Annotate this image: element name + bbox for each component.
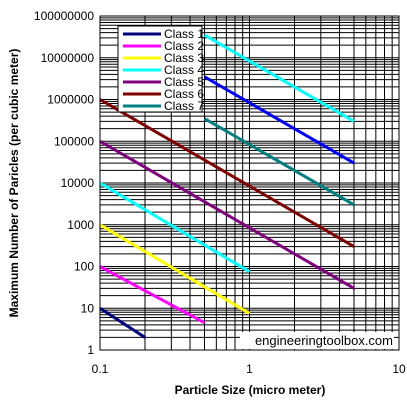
plot-frame	[99, 15, 400, 351]
grid-layer	[99, 16, 399, 351]
series-line	[99, 139, 355, 290]
legend-label: Class 5	[164, 75, 204, 89]
y-tick-label: 10000	[61, 176, 95, 190]
series-line	[99, 98, 355, 248]
x-axis-label: Particle Size (micro meter)	[175, 383, 326, 397]
series-layer	[99, 33, 355, 339]
legend-label: Class 4	[164, 63, 204, 77]
series-line	[99, 265, 206, 325]
series-line	[99, 223, 251, 315]
legend-label: Class 6	[164, 87, 204, 101]
legend-label: Class 1	[164, 27, 204, 41]
watermark-text: engineeringtoolbox.com	[255, 333, 393, 348]
x-tick-label: 10	[392, 362, 406, 376]
watermark-bg	[240, 332, 394, 349]
series-line	[203, 117, 355, 207]
watermark: engineeringtoolbox.com	[240, 332, 394, 349]
y-tick-label: 100000	[54, 134, 94, 148]
x-tick-label: 1	[246, 362, 253, 376]
y-tick-label: 100000000	[34, 9, 94, 23]
y-axis-label: Maximum Number of Paricles (per cubic me…	[7, 49, 21, 318]
series-line	[99, 181, 251, 274]
y-tick-label: 1	[87, 343, 94, 357]
series-line	[203, 33, 355, 123]
series-line	[99, 306, 146, 339]
series-line	[203, 75, 355, 165]
y-tick-label: 100	[74, 260, 94, 274]
y-tick-label: 10000000	[41, 51, 95, 65]
x-tick-label: 0.1	[92, 362, 109, 376]
legend-label: Class 3	[164, 51, 204, 65]
legend-label: Class 2	[164, 39, 204, 53]
y-tick-label: 1000	[67, 218, 94, 232]
tick-layer: 0.1 1 10 1 10 100 1000 10000 100000 1000000 100000…	[34, 9, 406, 376]
y-tick-label: 10	[81, 301, 95, 315]
legend-label: Class 7	[164, 99, 204, 113]
y-tick-label: 1000000	[47, 93, 94, 107]
